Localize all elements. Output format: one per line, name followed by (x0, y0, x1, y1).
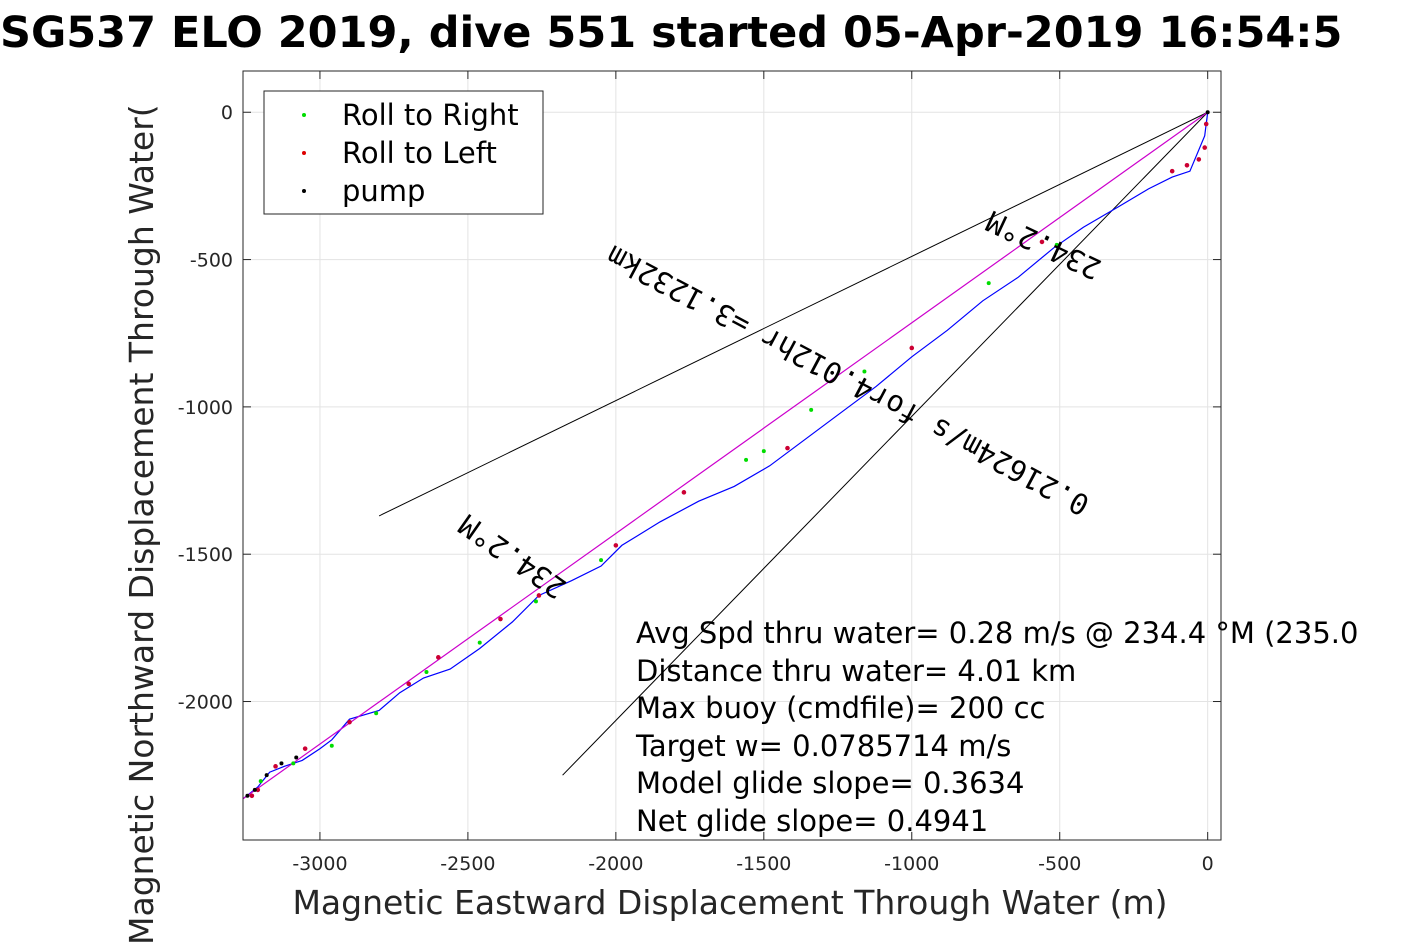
chart-title: SG537 ELO 2019, dive 551 started 05-Apr-… (0, 8, 1342, 58)
heading-line (562, 111, 1209, 776)
x-tick-label: 0 (1202, 853, 1214, 875)
plot-frame (242, 70, 1222, 841)
info-line-target-w: Target w= 0.0785714 m/s (635, 729, 1011, 763)
roll-right-point (862, 369, 867, 374)
y-axis-label: Magnetic Northward Displacement Through … (122, 104, 161, 945)
roll-right-point (1054, 242, 1059, 247)
legend-marker-pump (302, 189, 306, 193)
roll-right-point (424, 670, 429, 675)
roll-left-point (613, 543, 619, 548)
legend-marker-roll-right (302, 113, 306, 117)
y-tick-label: -2000 (178, 692, 233, 714)
roll-left-point (1169, 168, 1175, 174)
x-tick-label: -2500 (440, 853, 495, 875)
roll-left-point (302, 746, 308, 751)
roll-left-point (1202, 145, 1208, 150)
info-line-max-buoy: Max buoy (cmdfile)= 200 cc (636, 691, 1045, 725)
x-tick-label: -2000 (588, 853, 643, 875)
roll-right-point (986, 281, 991, 286)
roll-left-point (909, 345, 915, 351)
legend-label-roll-right: Roll to Right (342, 98, 519, 132)
info-text-block: Avg Spd thru water= 0.28 m/s @ 234.4 °M … (635, 616, 1358, 838)
x-tick-label: -1500 (736, 853, 791, 875)
x-tick-label: -1000 (884, 853, 939, 875)
x-tick-label: -3000 (292, 853, 347, 875)
roll-left-point (498, 616, 503, 622)
roll-left-point (406, 681, 412, 687)
pump-point (1205, 110, 1210, 115)
roll-left-point (536, 593, 542, 598)
roll-left-point (1196, 157, 1202, 162)
info-line-net-glide: Net glide slope= 0.4941 (636, 804, 988, 838)
series-line-track (242, 112, 1209, 800)
pump-point (294, 755, 299, 760)
pump-point (264, 773, 269, 778)
y-tick-label: 0 (221, 102, 233, 124)
roll-left-point (1203, 121, 1209, 127)
roll-left-point (785, 445, 790, 451)
legend-box (263, 90, 544, 215)
x-ticks: -3000 -2500 -2000 -1500 -1000 -500 0 (292, 71, 1214, 875)
points-layer (245, 110, 1210, 799)
pump-point (245, 793, 250, 798)
roll-right-point (533, 599, 538, 604)
roll-left-point (255, 787, 261, 793)
info-line-avg-speed: Avg Spd thru water= 0.28 m/s @ 234.4 °M … (636, 616, 1358, 650)
legend-label-roll-left: Roll to Left (342, 136, 497, 170)
legend-label-pump: pump (342, 174, 425, 208)
series-layer (242, 111, 1209, 800)
legend-marker-roll-left (302, 151, 306, 155)
x-axis-label: Magnetic Eastward Displacement Through W… (292, 883, 1167, 922)
roll-right-point (761, 449, 766, 454)
roll-left-point (347, 719, 352, 725)
info-line-model-glide: Model glide slope= 0.3634 (636, 766, 1024, 800)
pump-point (252, 787, 257, 792)
roll-right-point (599, 558, 604, 563)
legend: Roll to Right Roll to Left pump (263, 90, 544, 215)
heading-line (378, 111, 1208, 517)
roll-left-point (681, 490, 687, 495)
roll-right-point (258, 779, 263, 784)
roll-right-point (329, 743, 334, 748)
roll-right-point (744, 457, 749, 462)
roll-right-point (809, 407, 814, 412)
y-tick-label: -500 (190, 250, 233, 272)
roll-right-point (374, 711, 379, 716)
series-line-direct (242, 111, 1209, 800)
x-tick-label: -500 (1038, 853, 1081, 875)
roll-right-point (291, 761, 296, 766)
y-tick-label: -1000 (178, 397, 233, 419)
pump-point (279, 761, 284, 766)
info-line-distance: Distance thru water= 4.01 km (636, 654, 1076, 688)
roll-left-point (436, 655, 441, 660)
roll-left-point (249, 793, 255, 799)
roll-left-point (273, 764, 278, 769)
roll-left-point (1184, 162, 1190, 168)
y-ticks: 0 -500 -1000 -1500 -2000 (178, 102, 1221, 714)
roll-left-point (1039, 239, 1045, 245)
roll-right-point (477, 640, 482, 645)
y-tick-label: -1500 (178, 544, 233, 566)
